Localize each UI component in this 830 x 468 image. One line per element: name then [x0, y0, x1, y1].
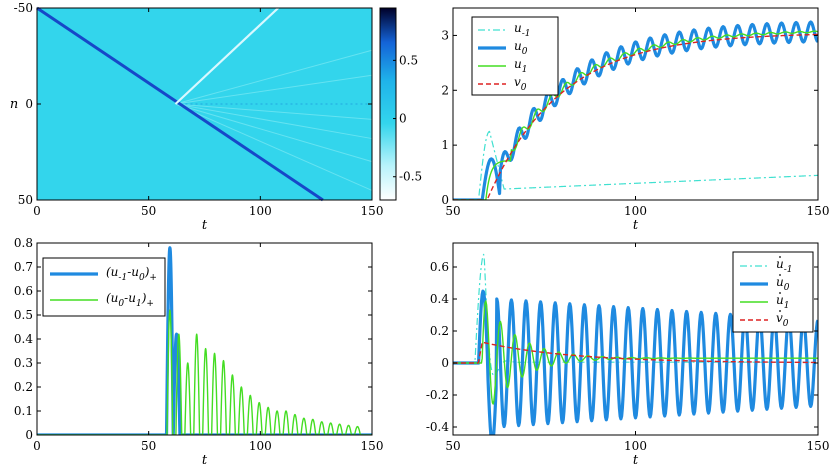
derivative-dot	[779, 292, 781, 294]
series-u1-dot	[453, 300, 818, 405]
legend-box	[471, 16, 559, 96]
x-tick-label: 0	[33, 439, 41, 453]
x-axis-label: t	[202, 218, 208, 233]
series-u0-dot	[453, 289, 818, 435]
x-tick-label: 0	[33, 204, 41, 218]
series-u-1	[453, 130, 818, 200]
heatmap-tail-ray	[175, 103, 373, 163]
y-tick-label: 0	[441, 193, 449, 207]
x-tick-label: 150	[361, 439, 384, 453]
x-tick-label: 150	[807, 204, 830, 218]
legend-label-u1-dot: u1	[776, 293, 789, 311]
y-tick-label: -0.4	[426, 420, 450, 434]
y-tick-label: 0.2	[430, 324, 449, 338]
x-tick-label: 150	[361, 204, 384, 218]
y-tick-label: -50	[14, 1, 33, 15]
y-tick-label: 0.2	[14, 380, 33, 394]
legend-label-(u-1-u0)+: (u-1-u0)+	[106, 265, 157, 283]
legend-label-u0-dot: u0	[776, 275, 790, 293]
colorbar-tick-label: -0.5	[399, 170, 422, 184]
y-tick-label: 2	[441, 83, 449, 97]
x-tick-label: 50	[141, 439, 156, 453]
y-tick-label: 3	[441, 28, 449, 42]
legend-label-v0-dot: v0	[776, 311, 789, 329]
heatmap-main-front	[36, 6, 324, 202]
heatmap-tail-ray	[175, 49, 373, 105]
x-axis-label: t	[633, 218, 639, 233]
x-axis-label: t	[633, 453, 639, 468]
y-tick-label: 0	[25, 97, 33, 111]
legend-label-u-1-dot: u-1	[776, 257, 793, 275]
x-tick-label: 50	[445, 439, 460, 453]
heatmap-reflected-front	[174, 7, 279, 105]
y-tick-label: 0	[25, 428, 33, 442]
heatmap-tail-ray	[175, 103, 373, 120]
x-axis-label: t	[202, 453, 208, 468]
heatmap-tail-ray	[175, 74, 373, 105]
y-tick-label: 0.4	[14, 332, 33, 346]
y-tick-label: 0.5	[14, 308, 33, 322]
y-tick-label: 0.1	[14, 404, 33, 418]
series-u0-minus-u1	[37, 309, 372, 435]
y-tick-label: 0.3	[14, 356, 33, 370]
legend-label-u1: u1	[514, 57, 527, 75]
colorbar	[379, 7, 397, 201]
y-tick-label: 0.4	[430, 292, 449, 306]
legend-label-v0: v0	[514, 75, 527, 93]
legend-label-u-1: u-1	[514, 21, 531, 39]
heatmap-tail-ray	[175, 103, 373, 140]
legend-box	[42, 257, 166, 317]
velocity-plot-area	[453, 253, 818, 435]
legend-label-(u0-u1)+: (u0-u1)+	[106, 291, 154, 309]
y-tick-label: 0.6	[430, 260, 449, 274]
series-v0	[453, 33, 818, 200]
x-tick-label: 100	[624, 439, 647, 453]
compression-plot-area	[37, 246, 372, 435]
series-u1	[453, 30, 818, 200]
compression-legend: (u-1-u0)+ (u0-u1)+	[42, 257, 166, 317]
y-tick-label: 0	[441, 356, 449, 370]
y-tick-label: 50	[18, 193, 33, 207]
x-tick-label: 50	[445, 204, 460, 218]
x-tick-label: 50	[141, 204, 156, 218]
x-tick-label: 150	[807, 439, 830, 453]
colorbar-tick-label: 0	[399, 112, 407, 126]
series-v0-dot	[453, 341, 818, 364]
derivative-dot	[779, 274, 781, 276]
x-tick-label: 100	[624, 204, 647, 218]
x-tick-label: 100	[249, 439, 272, 453]
heatmap-tail-ray	[175, 103, 373, 191]
derivative-dot	[779, 310, 781, 312]
derivative-dot	[779, 256, 781, 258]
colorbar-tick-label: 0.5	[399, 53, 418, 67]
y-tick-label: -0.2	[426, 388, 449, 402]
legend-box	[732, 251, 814, 333]
y-tick-label: 0.8	[14, 236, 33, 250]
compression-chart: 0 50 100 150 0 0.1 0.2 0.3 0.4 0.5 0.6 0.7 0.8 t (u-1-…	[14, 236, 384, 468]
legend-label-u0: u0	[514, 39, 528, 57]
x-tick-label: 100	[249, 204, 272, 218]
y-tick-label: 0.6	[14, 284, 33, 298]
y-axis-label: n	[10, 97, 18, 112]
displacement-plot-area	[453, 20, 818, 200]
y-tick-label: 0.7	[14, 260, 33, 274]
y-tick-label: 1	[441, 138, 449, 152]
